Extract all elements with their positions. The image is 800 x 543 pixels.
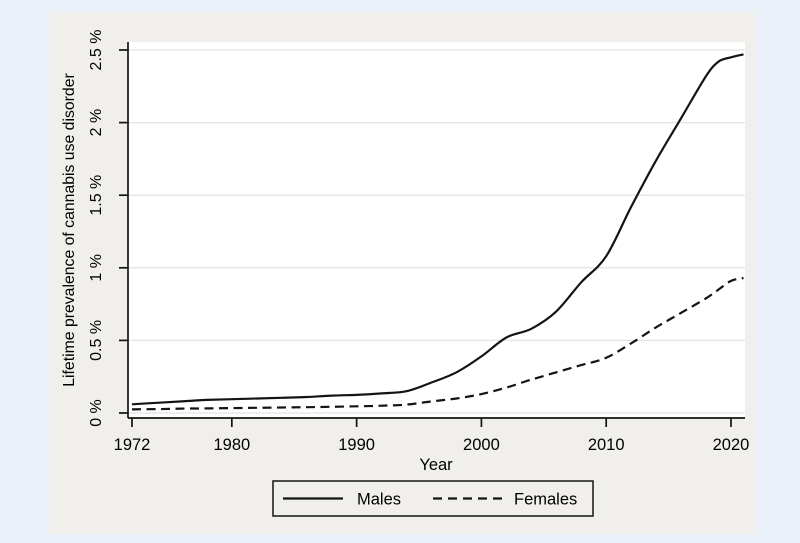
y-tick-label: 2.5 % bbox=[88, 30, 105, 71]
x-tick-label: 2000 bbox=[463, 436, 500, 454]
x-tick-label: 2020 bbox=[713, 436, 750, 454]
legend: Males Females bbox=[272, 480, 594, 517]
plot-area bbox=[128, 42, 745, 418]
x-tick-label: 1990 bbox=[338, 436, 375, 454]
y-axis-title: Lifetime prevalence of cannabis use diso… bbox=[61, 73, 78, 387]
y-tick-label: 1 % bbox=[88, 254, 105, 282]
females-line bbox=[131, 276, 744, 411]
x-tick-label: 1980 bbox=[213, 436, 250, 454]
y-tick-label: 0.5 % bbox=[88, 320, 105, 361]
x-axis-title: Year bbox=[419, 456, 453, 474]
males-line bbox=[131, 53, 744, 406]
data-series bbox=[131, 53, 744, 411]
y-tick-label: 2 % bbox=[88, 109, 105, 137]
y-tick-labels: 0 % 0.5 % 1 % 1.5 % 2 % 2.5 % bbox=[88, 30, 105, 427]
x-tick-labels: 1972 1980 1990 2000 2010 2020 bbox=[114, 436, 750, 454]
y-tick-label: 0 % bbox=[88, 399, 105, 427]
gridlines bbox=[128, 49, 745, 414]
x-tick-label: 1972 bbox=[114, 436, 151, 454]
x-tick-label: 2010 bbox=[588, 436, 625, 454]
legend-label-females: Females bbox=[514, 491, 577, 509]
axes bbox=[119, 42, 745, 427]
y-tick-label: 1.5 % bbox=[88, 175, 105, 216]
legend-label-males: Males bbox=[357, 491, 401, 509]
